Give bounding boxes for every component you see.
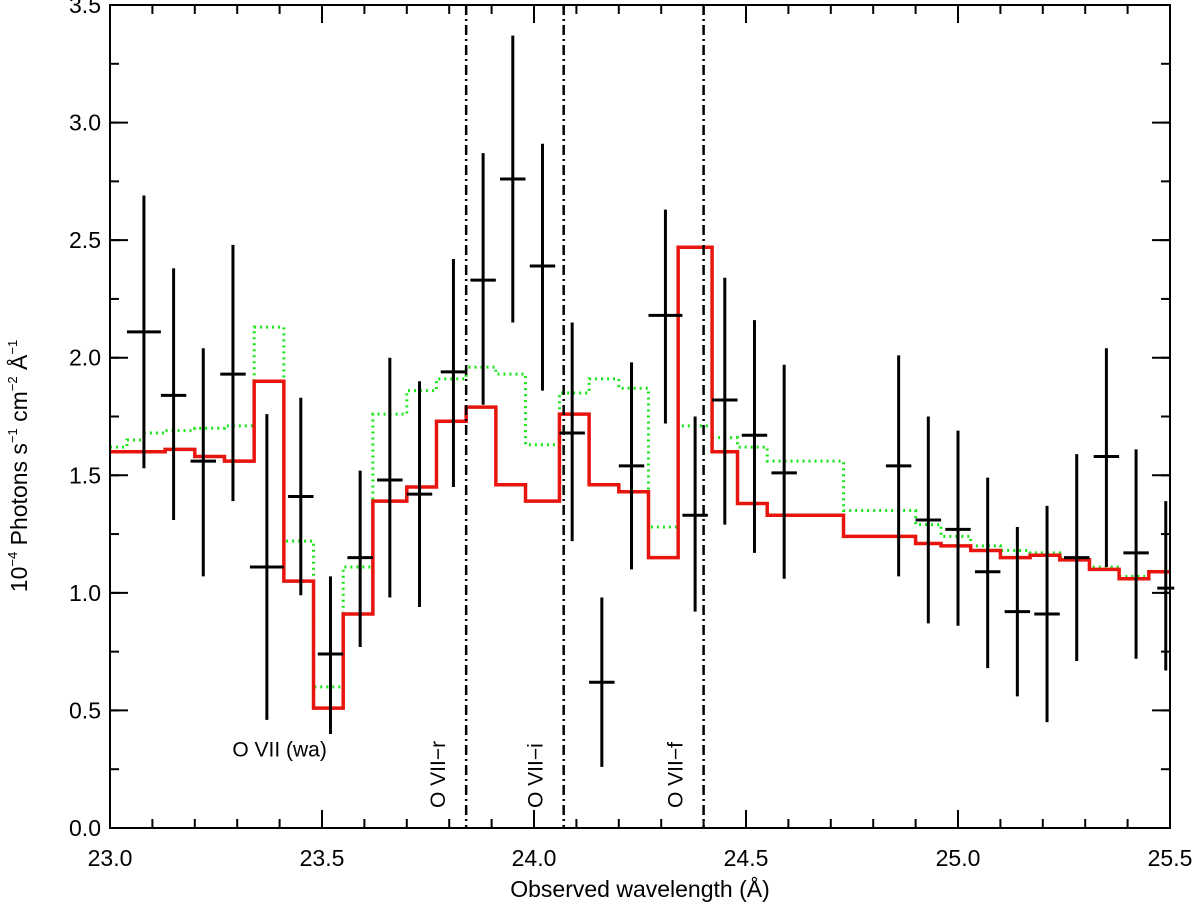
red-model-line: [110, 245, 1170, 710]
data-point: [682, 416, 708, 612]
data-point: [974, 477, 1001, 669]
data-point: [220, 244, 246, 502]
y-tick-label: 2.5: [69, 227, 101, 253]
data-point: [1034, 505, 1060, 723]
data-point: [470, 153, 496, 405]
vertical-marker-label: O VII−r: [427, 741, 450, 808]
data-point: [160, 268, 187, 520]
data-point: [559, 322, 585, 542]
red-model-series: [110, 245, 1170, 710]
x-tick-label: 25.0: [936, 845, 981, 871]
data-point: [618, 362, 645, 570]
data-point: [317, 576, 344, 734]
y-tick-label: 3.5: [69, 0, 101, 18]
data-point: [885, 355, 912, 577]
x-axis-title: Observed wavelength (Å): [510, 875, 770, 902]
vertical-marker-label: O VII−f: [665, 742, 688, 808]
data-point: [1093, 348, 1120, 567]
data-point: [648, 209, 683, 424]
x-tick-label: 24.5: [724, 845, 769, 871]
y-title-exp1: −1: [5, 428, 20, 443]
y-tick-labels: 0.0 0.5 1.0 1.5 2.0 2.5 3.0 3.5: [69, 0, 101, 841]
data-point: [347, 470, 373, 647]
data-point: [249, 414, 284, 720]
data-point: [712, 277, 738, 525]
data-point: [288, 397, 314, 596]
y-title-exp3: −1: [5, 340, 20, 355]
data-point: [377, 357, 403, 598]
annotations: O VII (wa): [232, 738, 327, 761]
x-tick-label: 23.5: [300, 845, 345, 871]
y-tick-label: 0.0: [69, 815, 101, 841]
data-point: [741, 320, 768, 553]
data-points: [126, 35, 1175, 767]
data-point: [589, 597, 615, 767]
x-tick-label: 24.0: [512, 845, 557, 871]
y-tick-label: 3.0: [69, 110, 101, 136]
y-title-prefix: 10: [6, 567, 32, 593]
vertical-line-markers: O VII−r O VII−i O VII−f: [427, 5, 705, 828]
vertical-marker-label: O VII−i: [525, 743, 548, 808]
data-point: [440, 258, 467, 488]
x-tick-label: 25.5: [1148, 845, 1193, 871]
y-axis-title: 10−4 Photons s−1 cm−2 Å−1: [5, 340, 32, 592]
data-point: [1123, 449, 1149, 659]
data-point: [1004, 527, 1031, 697]
x-tick-label: 23.0: [88, 845, 133, 871]
y-tick-label: 1.5: [69, 462, 101, 488]
data-point: [1157, 501, 1175, 671]
data-point: [126, 195, 161, 469]
y-title-part2: cm: [6, 391, 32, 428]
y-title-prefix-exp: −4: [5, 552, 20, 567]
y-title-part3: Å: [5, 354, 32, 376]
data-point: [190, 348, 216, 577]
y-tick-label: 1.0: [69, 580, 101, 606]
data-point: [529, 143, 556, 391]
y-title-part1: Photons s: [6, 443, 32, 552]
y-tick-label: 0.5: [69, 697, 101, 723]
data-point: [945, 430, 971, 626]
annotation-label: O VII (wa): [232, 738, 327, 761]
data-point: [771, 364, 797, 579]
plot-frame: [109, 4, 1171, 829]
data-point: [406, 381, 433, 607]
y-title-exp2: −2: [5, 376, 20, 391]
y-tick-label: 2.0: [69, 345, 101, 371]
data-point: [915, 416, 942, 624]
data-point: [1064, 454, 1090, 662]
x-tick-labels: 23.0 23.5 24.0 24.5 25.0 25.5: [88, 845, 1193, 871]
data-point: [500, 35, 526, 323]
